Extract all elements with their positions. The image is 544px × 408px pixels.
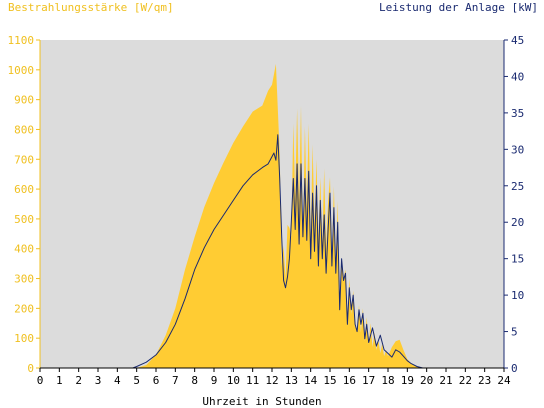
x-tick-label: 18 — [381, 374, 394, 387]
x-tick-label: 5 — [133, 374, 140, 387]
x-tick-label: 13 — [285, 374, 298, 387]
x-tick-label: 19 — [401, 374, 414, 387]
left-axis-title: Bestrahlungsstärke [W/qm] — [8, 1, 174, 14]
left-tick-label: 100 — [14, 332, 34, 345]
x-tick-label: 17 — [362, 374, 375, 387]
x-tick-label: 9 — [211, 374, 218, 387]
x-tick-label: 15 — [323, 374, 336, 387]
x-tick-label: 21 — [439, 374, 452, 387]
axes-layer: 0100200300400500600700800900100011000510… — [8, 34, 525, 387]
right-tick-label: 15 — [511, 253, 524, 266]
left-tick-label: 1000 — [8, 64, 35, 77]
x-tick-label: 24 — [497, 374, 511, 387]
left-tick-label: 200 — [14, 302, 34, 315]
right-tick-label: 5 — [511, 326, 518, 339]
right-tick-label: 10 — [511, 289, 524, 302]
x-tick-label: 23 — [478, 374, 491, 387]
x-tick-label: 20 — [420, 374, 433, 387]
x-tick-label: 6 — [153, 374, 160, 387]
x-tick-label: 8 — [191, 374, 198, 387]
right-tick-label: 40 — [511, 70, 524, 83]
x-tick-label: 10 — [227, 374, 240, 387]
x-tick-label: 22 — [459, 374, 472, 387]
x-tick-label: 1 — [56, 374, 63, 387]
right-tick-label: 30 — [511, 143, 524, 156]
x-tick-label: 7 — [172, 374, 179, 387]
left-tick-label: 800 — [14, 123, 34, 136]
right-tick-label: 45 — [511, 34, 524, 47]
power-line — [40, 134, 504, 369]
right-tick-label: 0 — [511, 362, 518, 375]
x-tick-label: 14 — [304, 374, 318, 387]
left-tick-label: 1100 — [8, 34, 35, 47]
left-tick-label: 400 — [14, 243, 34, 256]
x-tick-label: 2 — [75, 374, 82, 387]
x-tick-label: 12 — [265, 374, 278, 387]
left-tick-label: 900 — [14, 94, 34, 107]
series-layer — [40, 63, 504, 369]
left-tick-label: 300 — [14, 273, 34, 286]
right-tick-label: 20 — [511, 216, 524, 229]
left-tick-label: 0 — [27, 362, 34, 375]
left-tick-label: 600 — [14, 183, 34, 196]
left-tick-label: 700 — [14, 153, 34, 166]
right-tick-label: 35 — [511, 107, 524, 120]
x-tick-label: 4 — [114, 374, 121, 387]
x-tick-label: 16 — [343, 374, 356, 387]
x-tick-label: 3 — [95, 374, 102, 387]
x-axis-label: Uhrzeit in Stunden — [202, 395, 321, 408]
right-tick-label: 25 — [511, 180, 524, 193]
x-tick-label: 11 — [246, 374, 259, 387]
irradiance-area — [40, 63, 504, 369]
left-tick-label: 500 — [14, 213, 34, 226]
x-tick-label: 0 — [37, 374, 44, 387]
right-axis-title: Leistung der Anlage [kW] — [379, 1, 538, 14]
